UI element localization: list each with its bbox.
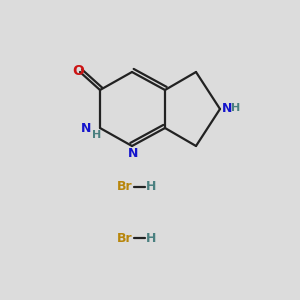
Text: N: N xyxy=(128,147,138,160)
Text: H: H xyxy=(92,130,102,140)
Text: H: H xyxy=(146,181,156,194)
Text: Br: Br xyxy=(117,181,133,194)
Text: O: O xyxy=(72,64,84,78)
Text: H: H xyxy=(146,232,156,244)
Text: H: H xyxy=(231,103,240,113)
Text: Br: Br xyxy=(117,232,133,244)
Text: N: N xyxy=(81,122,91,134)
Text: N: N xyxy=(222,101,232,115)
